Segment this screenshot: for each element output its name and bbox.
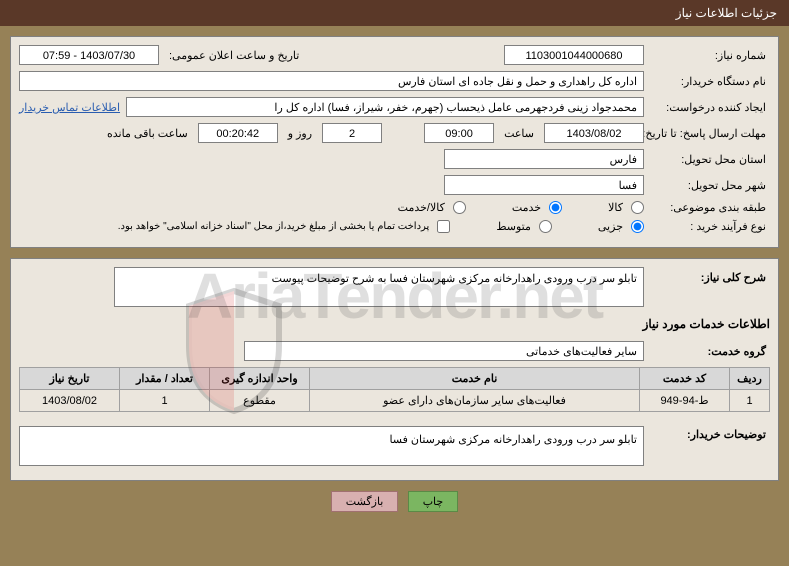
- radio-partial[interactable]: [631, 220, 644, 233]
- row-category: طبقه بندی موضوعی: کالا خدمت کالا/خدمت: [19, 201, 770, 214]
- remain-label: ساعت باقی مانده: [103, 127, 192, 140]
- radio-khadmat[interactable]: [549, 201, 562, 214]
- category-label: طبقه بندی موضوعی:: [650, 201, 770, 214]
- row-deadline: مهلت ارسال پاسخ: تا تاریخ: 1403/08/02 سا…: [19, 123, 770, 143]
- need-number-label: شماره نیاز:: [650, 49, 770, 62]
- announce-date-value: 1403/07/30 - 07:59: [19, 45, 159, 65]
- days-remaining: 2: [322, 123, 382, 143]
- th-date: تاریخ نیاز: [20, 368, 120, 390]
- need-box: شرح کلی نیاز: تابلو سر درب ورودی راهدارخ…: [10, 258, 779, 481]
- row-group: گروه خدمت: سایر فعالیت‌های خدماتی: [19, 341, 770, 361]
- th-row: ردیف: [730, 368, 770, 390]
- info-box: شماره نیاز: 1103001044000680 تاریخ و ساع…: [10, 36, 779, 248]
- need-number-value: 1103001044000680: [504, 45, 644, 65]
- summary-label: شرح کلی نیاز:: [650, 267, 770, 284]
- td-name: فعالیت‌های سایر سازمان‌های دارای عضو: [310, 390, 640, 412]
- td-date: 1403/08/02: [20, 390, 120, 412]
- buyer-value: اداره کل راهداری و حمل و نقل جاده ای است…: [19, 71, 644, 91]
- td-row: 1: [730, 390, 770, 412]
- group-value: سایر فعالیت‌های خدماتی: [244, 341, 644, 361]
- buyer-label: نام دستگاه خریدار:: [650, 75, 770, 88]
- requester-value: محمدجواد زینی فردجهرمی عامل ذیحساب (جهرم…: [126, 97, 644, 117]
- province-value: فارس: [444, 149, 644, 169]
- services-table: ردیف کد خدمت نام خدمت واحد اندازه گیری ت…: [19, 367, 770, 412]
- requester-label: ایجاد کننده درخواست:: [650, 101, 770, 114]
- main-area: AriaTender.net شماره نیاز: 1103001044000…: [0, 26, 789, 566]
- table-row: 1 ط-94-949 فعالیت‌های سایر سازمان‌های دا…: [20, 390, 770, 412]
- row-need-number: شماره نیاز: 1103001044000680 تاریخ و ساع…: [19, 45, 770, 65]
- deadline-date: 1403/08/02: [544, 123, 644, 143]
- time-remaining: 00:20:42: [198, 123, 278, 143]
- row-city: شهر محل تحویل: فسا: [19, 175, 770, 195]
- payment-note: پرداخت تمام یا بخشی از مبلغ خرید،از محل …: [118, 221, 430, 232]
- radio-kala[interactable]: [631, 201, 644, 214]
- time-label: ساعت: [500, 127, 538, 140]
- checkbox-payment[interactable]: [437, 220, 450, 233]
- buyer-desc-label: توضیحات خریدار:: [650, 420, 770, 441]
- row-province: استان محل تحویل: فارس: [19, 149, 770, 169]
- row-requester: ایجاد کننده درخواست: محمدجواد زینی فردجه…: [19, 97, 770, 117]
- city-value: فسا: [444, 175, 644, 195]
- deadline-time: 09:00: [424, 123, 494, 143]
- buyer-desc-text: تابلو سر درب ورودی راهدارخانه مرکزی شهرس…: [19, 426, 644, 466]
- td-code: ط-94-949: [640, 390, 730, 412]
- table-header-row: ردیف کد خدمت نام خدمت واحد اندازه گیری ت…: [20, 368, 770, 390]
- services-title: اطلاعات خدمات مورد نیاز: [19, 313, 770, 335]
- both-label: کالا/خدمت: [398, 201, 445, 214]
- radio-both[interactable]: [453, 201, 466, 214]
- th-code: کد خدمت: [640, 368, 730, 390]
- print-button[interactable]: چاپ: [408, 491, 459, 512]
- group-label: گروه خدمت:: [650, 345, 770, 358]
- watermark-shield-icon: [179, 286, 289, 416]
- medium-label: متوسط: [496, 220, 531, 233]
- th-name: نام خدمت: [310, 368, 640, 390]
- province-label: استان محل تحویل:: [650, 153, 770, 166]
- header-title: جزئیات اطلاعات نیاز: [676, 6, 777, 20]
- contact-link[interactable]: اطلاعات تماس خریدار: [19, 101, 120, 114]
- back-button[interactable]: بازگشت: [331, 491, 399, 512]
- city-label: شهر محل تحویل:: [650, 179, 770, 192]
- row-buyer-desc: توضیحات خریدار: تابلو سر درب ورودی راهدا…: [19, 420, 770, 466]
- outer-container: شماره نیاز: 1103001044000680 تاریخ و ساع…: [0, 26, 789, 566]
- kala-label: کالا: [608, 201, 623, 214]
- process-label: نوع فرآیند خرید :: [650, 220, 770, 233]
- partial-label: جزیی: [598, 220, 623, 233]
- khadmat-label: خدمت: [512, 201, 541, 214]
- radio-medium[interactable]: [539, 220, 552, 233]
- page-header: جزئیات اطلاعات نیاز: [0, 0, 789, 26]
- row-buyer: نام دستگاه خریدار: اداره کل راهداری و حم…: [19, 71, 770, 91]
- days-label: روز و: [284, 127, 316, 140]
- announce-date-label: تاریخ و ساعت اعلان عمومی:: [165, 49, 303, 62]
- button-bar: چاپ بازگشت: [10, 491, 779, 512]
- row-summary: شرح کلی نیاز: تابلو سر درب ورودی راهدارخ…: [19, 267, 770, 307]
- deadline-label: مهلت ارسال پاسخ: تا تاریخ:: [650, 127, 770, 140]
- row-process: نوع فرآیند خرید : جزیی متوسط پرداخت تمام…: [19, 220, 770, 233]
